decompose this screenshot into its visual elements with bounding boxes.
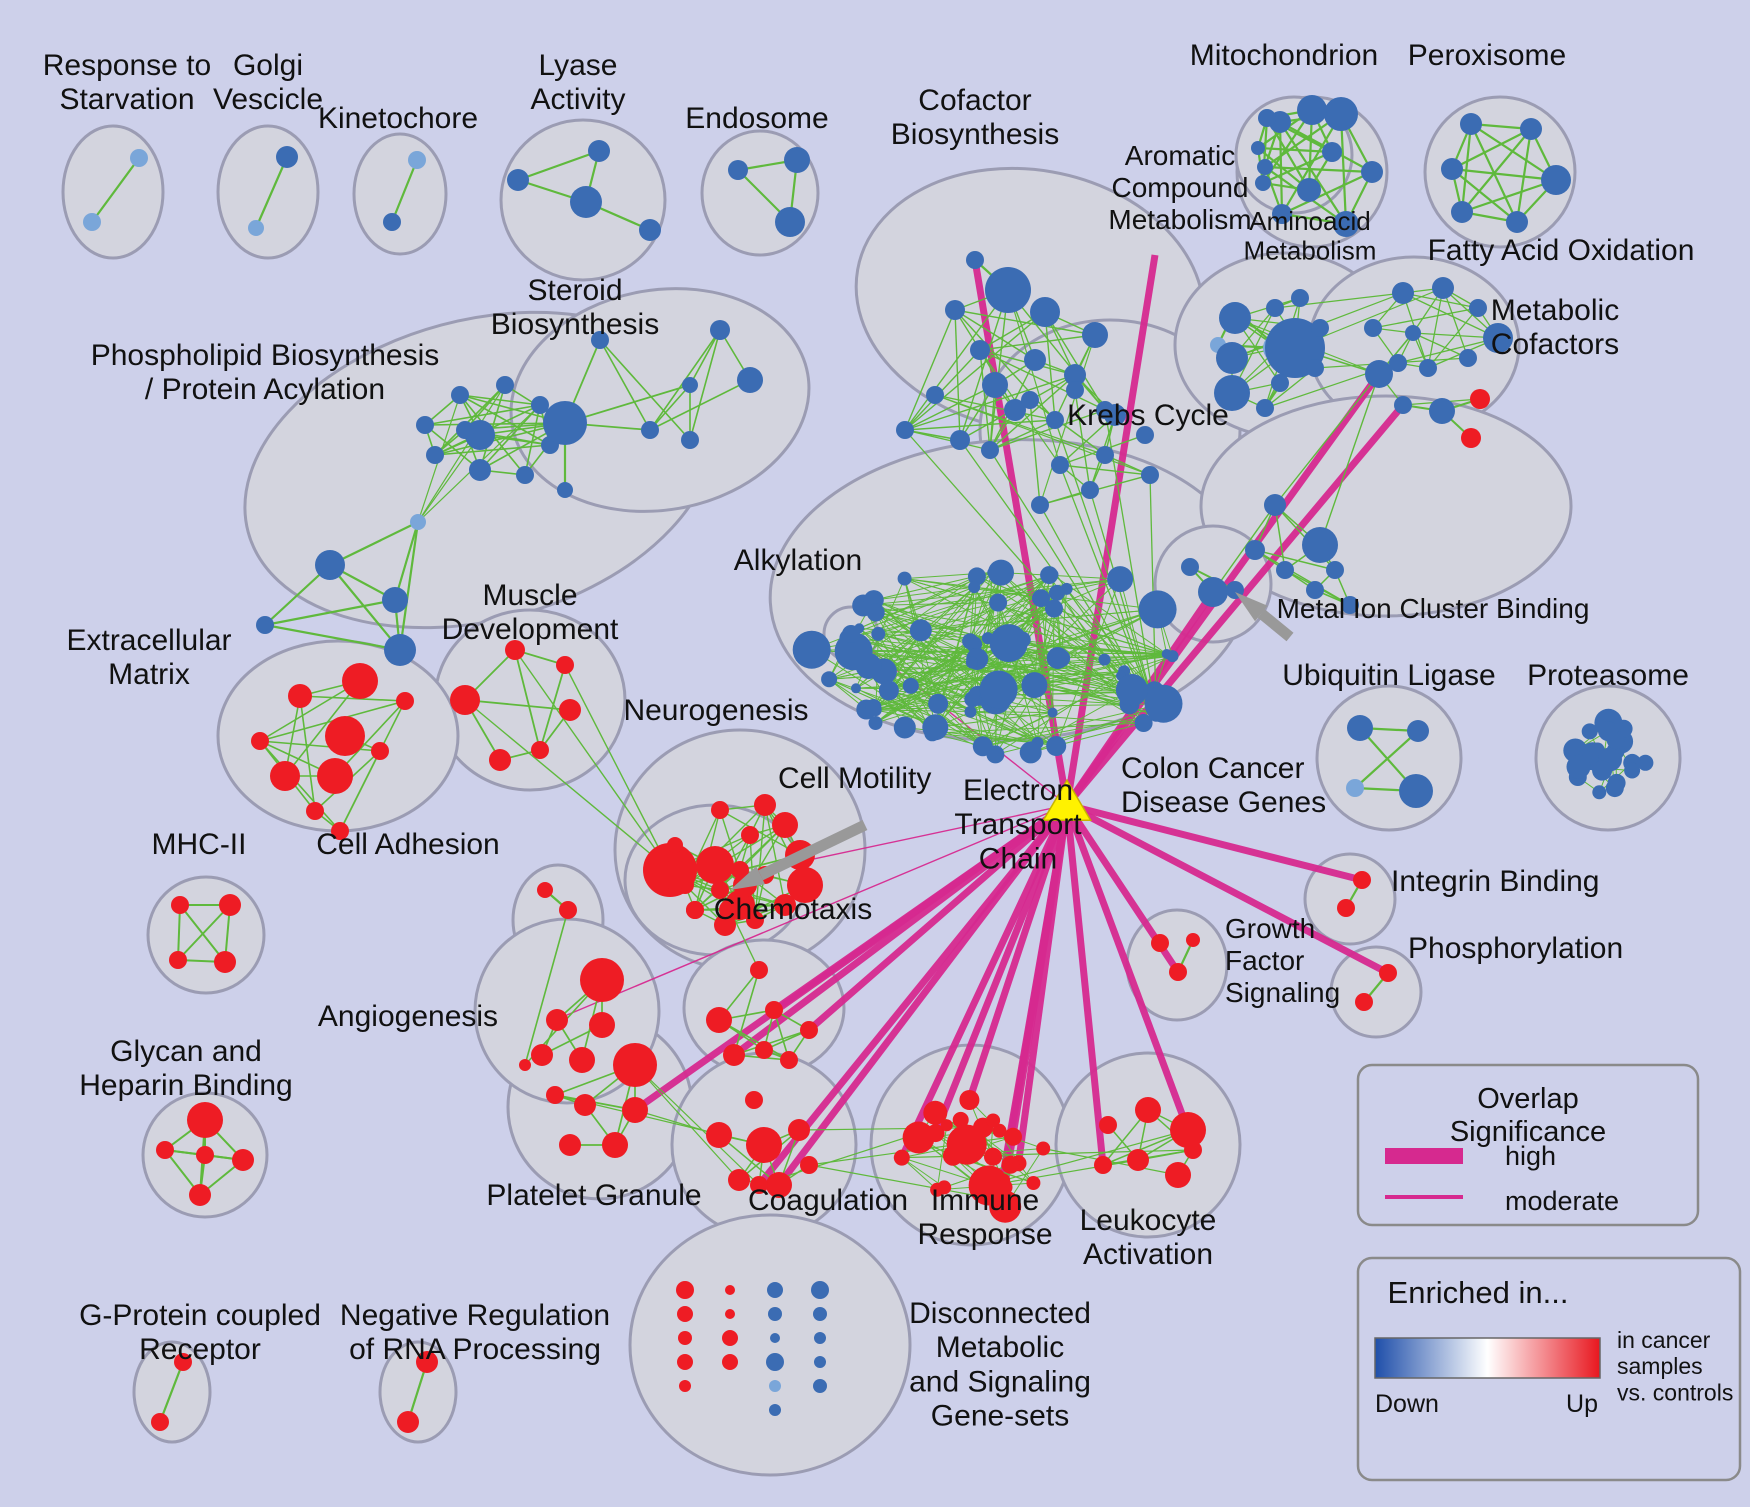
svg-text:Ubiquitin Ligase: Ubiquitin Ligase bbox=[1282, 659, 1495, 692]
svg-text:Angiogenesis: Angiogenesis bbox=[318, 1000, 498, 1033]
svg-text:Down: Down bbox=[1375, 1390, 1439, 1418]
svg-text:Neurogenesis: Neurogenesis bbox=[623, 694, 808, 727]
svg-text:Krebs Cycle: Krebs Cycle bbox=[1067, 399, 1229, 432]
svg-text:moderate: moderate bbox=[1505, 1186, 1619, 1216]
svg-text:Phosphorylation: Phosphorylation bbox=[1408, 932, 1623, 965]
svg-text:Enriched in...: Enriched in... bbox=[1388, 1275, 1569, 1310]
svg-text:Integrin Binding: Integrin Binding bbox=[1391, 865, 1599, 898]
svg-text:Platelet Granule: Platelet Granule bbox=[486, 1179, 701, 1212]
svg-text:Metal Ion Cluster Binding: Metal Ion Cluster Binding bbox=[1277, 593, 1590, 624]
svg-text:Fatty Acid Oxidation: Fatty Acid Oxidation bbox=[1428, 234, 1695, 267]
svg-text:Mitochondrion: Mitochondrion bbox=[1190, 39, 1378, 72]
svg-text:Proteasome: Proteasome bbox=[1527, 659, 1689, 692]
svg-text:Cell Adhesion: Cell Adhesion bbox=[316, 828, 499, 861]
svg-text:Up: Up bbox=[1566, 1390, 1598, 1418]
svg-text:MHC-II: MHC-II bbox=[152, 828, 247, 861]
svg-text:high: high bbox=[1505, 1141, 1556, 1171]
svg-text:Endosome: Endosome bbox=[685, 102, 828, 135]
svg-text:Cell Motility: Cell Motility bbox=[778, 762, 931, 795]
svg-text:Alkylation: Alkylation bbox=[734, 544, 862, 577]
svg-text:Kinetochore: Kinetochore bbox=[318, 102, 478, 135]
svg-text:Chemotaxis: Chemotaxis bbox=[714, 893, 872, 926]
svg-text:Peroxisome: Peroxisome bbox=[1408, 39, 1566, 72]
svg-text:Coagulation: Coagulation bbox=[748, 1184, 908, 1217]
